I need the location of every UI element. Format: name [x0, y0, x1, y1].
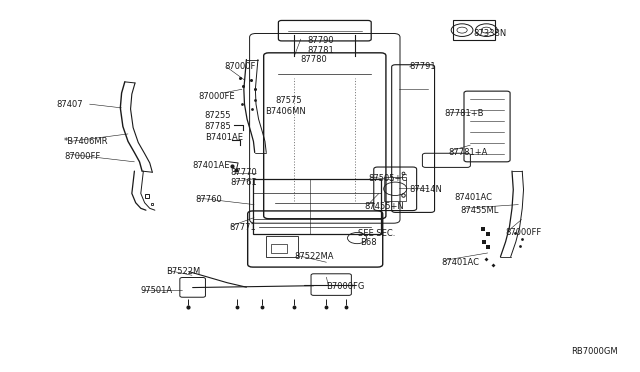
Text: B7522M: B7522M [166, 267, 201, 276]
Text: 87000FE: 87000FE [198, 92, 235, 101]
Text: 87780: 87780 [301, 55, 328, 64]
Bar [253, 179, 381, 234]
Text: RB7000GM: RB7000GM [571, 347, 618, 356]
Text: 87522MA: 87522MA [294, 252, 334, 261]
Text: 87000F: 87000F [224, 62, 255, 71]
Text: B7406MN: B7406MN [266, 107, 307, 116]
Text: B7401AE: B7401AE [205, 133, 243, 142]
Text: 87761: 87761 [230, 178, 257, 187]
Bar [271, 244, 287, 253]
Text: SEE SEC.: SEE SEC. [358, 229, 396, 238]
Text: 87255: 87255 [205, 111, 231, 120]
Text: B7000FG: B7000FG [326, 282, 365, 291]
Text: 87790: 87790 [307, 36, 334, 45]
Text: 87770: 87770 [230, 169, 257, 177]
Text: 87338N: 87338N [474, 29, 507, 38]
Text: 87414N: 87414N [410, 185, 442, 194]
Text: 87401AE: 87401AE [192, 161, 230, 170]
Text: 87771: 87771 [229, 223, 256, 232]
Text: 97501A: 97501A [141, 286, 173, 295]
Text: 87781+A: 87781+A [448, 148, 488, 157]
Text: 87781+B: 87781+B [445, 109, 484, 118]
Text: 87760: 87760 [195, 195, 222, 203]
Text: 87401AC: 87401AC [454, 193, 492, 202]
Text: 87407: 87407 [56, 100, 83, 109]
Text: 87575: 87575 [275, 96, 302, 105]
Text: B68: B68 [360, 238, 377, 247]
Text: 87000FF: 87000FF [506, 228, 542, 237]
Bar [453, 20, 495, 40]
Bar [266, 236, 298, 257]
Bar [384, 177, 406, 201]
Text: 87785: 87785 [205, 122, 232, 131]
Text: 87455+N: 87455+N [365, 202, 404, 211]
Text: 87401AC: 87401AC [442, 258, 479, 267]
Text: 87505+C: 87505+C [368, 174, 407, 183]
Text: 87791: 87791 [410, 62, 436, 71]
Text: 87781: 87781 [307, 46, 334, 55]
Text: 87455ML: 87455ML [461, 206, 499, 215]
Text: 87000FF: 87000FF [64, 152, 100, 161]
Text: *B7406MR: *B7406MR [64, 137, 109, 146]
